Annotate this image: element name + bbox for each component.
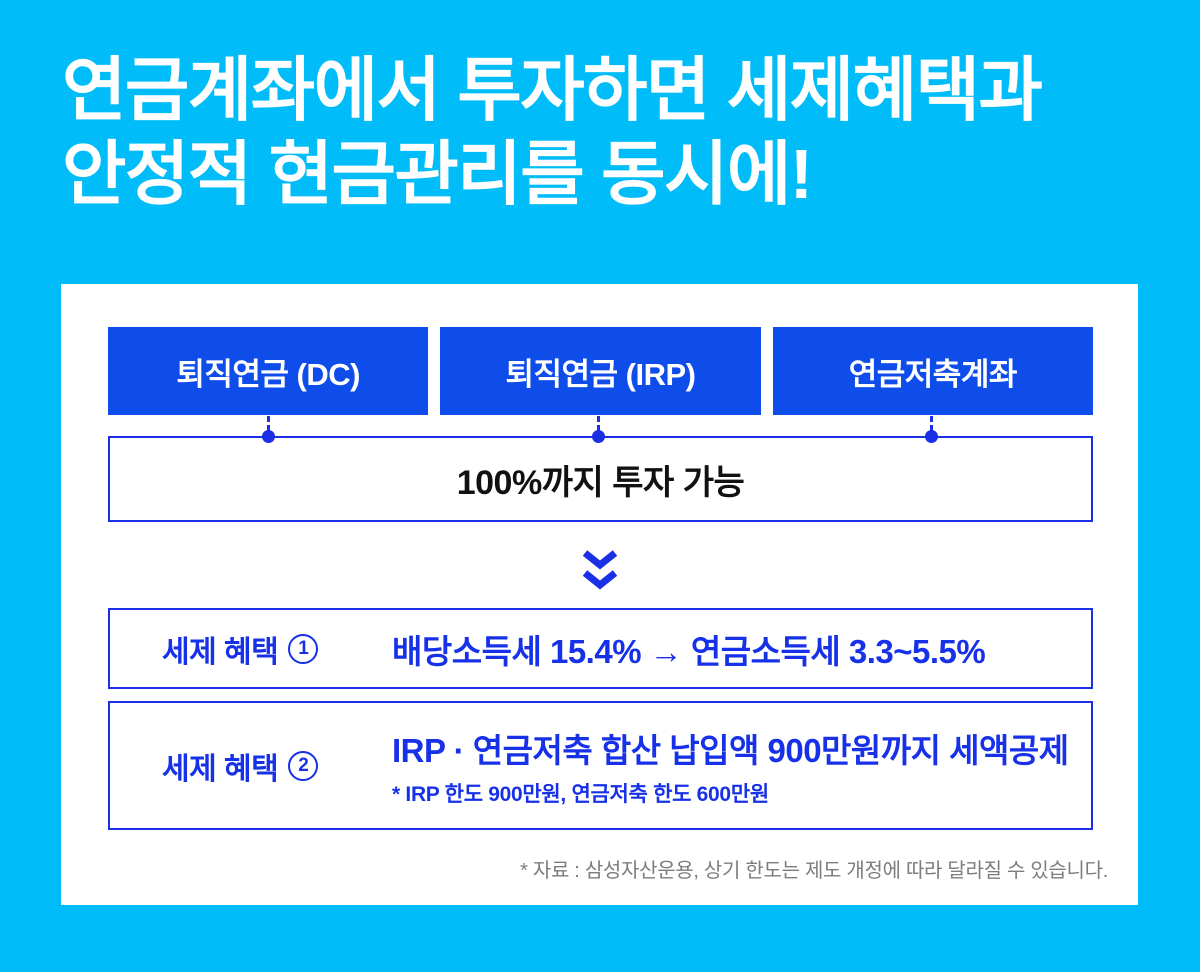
- benefit-2-content: IRP · 연금저축 합산 납입액 900만원까지 세액공제 * IRP 한도 …: [392, 724, 1091, 808]
- benefit-2-label: 세제 혜택 2: [162, 744, 392, 788]
- account-button-label: 퇴직연금 (IRP): [505, 356, 696, 392]
- connector-dot: [592, 430, 605, 443]
- circled-number-2: 2: [288, 750, 319, 781]
- account-button-label: 연금저축계좌: [848, 356, 1018, 392]
- benefit-box-2: 세제 혜택 2 IRP · 연금저축 합산 납입액 900만원까지 세액공제 *…: [108, 701, 1093, 830]
- connector-dot: [925, 430, 938, 443]
- benefit-2-note: * IRP 한도 900만원, 연금저축 한도 600만원: [392, 782, 769, 806]
- circled-number-1: 1: [288, 633, 319, 664]
- connector-line: [597, 416, 600, 431]
- source-note: * 자료 : 삼성자산운용, 상기 한도는 제도 개정에 따라 달라질 수 있습…: [520, 860, 1108, 882]
- content-card: 퇴직연금 (DC) 퇴직연금 (IRP) 연금저축계좌 100%까지 투자 가능: [61, 284, 1138, 905]
- account-button-savings: 연금저축계좌: [772, 327, 1093, 415]
- account-button-irp: 퇴직연금 (IRP): [440, 327, 761, 415]
- benefit-label-text: 세제 혜택: [162, 635, 279, 669]
- account-button-label: 퇴직연금 (DC): [176, 356, 360, 392]
- invest-limit-box: 100%까지 투자 가능: [108, 436, 1093, 522]
- title-line-2: 안정적 현금관리를 동시에!: [62, 135, 813, 213]
- page-title: 연금계좌에서 투자하면 세제혜택과 안정적 현금관리를 동시에!: [62, 48, 1152, 216]
- double-chevron-down-icon: [61, 548, 1138, 592]
- account-button-dc: 퇴직연금 (DC): [108, 327, 429, 415]
- benefit-2-text: IRP · 연금저축 합산 납입액 900만원까지 세액공제: [392, 731, 1069, 769]
- invest-limit-text: 100%까지 투자 가능: [456, 463, 745, 502]
- connector-dot: [262, 430, 275, 443]
- benefit-1-text: 배당소득세 15.4% → 연금소득세 3.3~5.5%: [392, 632, 986, 670]
- connector-line: [267, 416, 270, 431]
- account-buttons-row: 퇴직연금 (DC) 퇴직연금 (IRP) 연금저축계좌: [108, 327, 1093, 415]
- benefit-label-text: 세제 혜택: [162, 752, 279, 786]
- benefit-1-content: 배당소득세 15.4% → 연금소득세 3.3~5.5%: [392, 625, 1091, 673]
- benefit-box-1: 세제 혜택 1 배당소득세 15.4% → 연금소득세 3.3~5.5%: [108, 608, 1093, 689]
- title-line-1: 연금계좌에서 투자하면 세제혜택과: [62, 51, 1043, 129]
- benefit-1-label: 세제 혜택 1: [162, 627, 392, 671]
- connector-line: [930, 416, 933, 431]
